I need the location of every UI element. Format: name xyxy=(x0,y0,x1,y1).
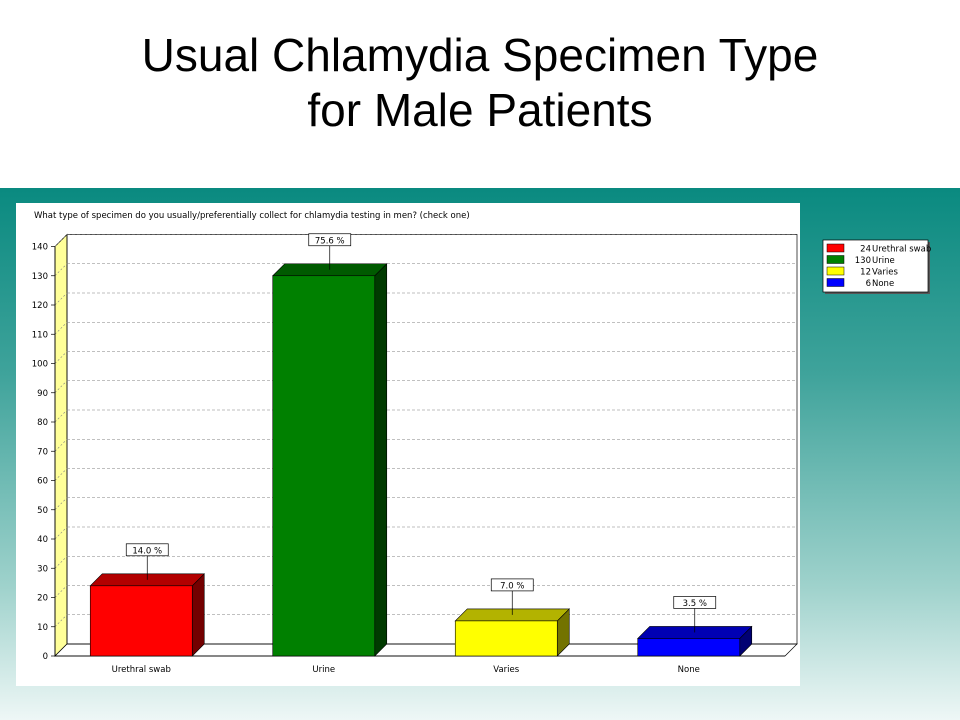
legend-count: 12 xyxy=(860,268,871,278)
plot-area: 0 10 20 30 40 50 60 70 80 90 100 110 120 130 140 14.0 %… xyxy=(32,233,798,675)
legend-swatch xyxy=(826,266,845,276)
gridline-wall xyxy=(54,380,68,393)
bar-none xyxy=(637,625,753,657)
y-tick-label: 100 xyxy=(32,360,48,370)
legend-swatch xyxy=(826,243,845,253)
y-tick-label: 0 xyxy=(43,652,48,662)
y-tick-label: 40 xyxy=(37,535,48,545)
percent-box xyxy=(125,543,169,557)
gridline-wall xyxy=(54,292,68,306)
gridline-wall xyxy=(54,585,68,598)
y-tick-label: 130 xyxy=(32,272,48,282)
slide-title: Usual Chlamydia Specimen Type for Male P… xyxy=(0,28,960,138)
bar-front xyxy=(637,638,741,657)
gridline-wall xyxy=(54,409,68,423)
y-tick-label: 20 xyxy=(37,594,48,604)
legend-label: Urine xyxy=(872,256,895,266)
y-tick-label: 120 xyxy=(32,301,48,311)
bar-side xyxy=(374,263,388,657)
gridline-wall xyxy=(54,439,68,452)
gridline-wall xyxy=(54,468,68,481)
legend-swatch xyxy=(826,255,845,264)
gridline-wall xyxy=(54,526,68,540)
percent-label: 75.6 % xyxy=(315,236,345,246)
gridline-wall xyxy=(54,614,68,627)
y-tick-label: 80 xyxy=(37,418,48,428)
legend-count: 130 xyxy=(855,256,871,266)
gridline-wall xyxy=(54,322,68,335)
bar-varies xyxy=(454,608,570,657)
legend-label: Varies xyxy=(872,268,898,278)
y-tick-label: 30 xyxy=(37,564,48,574)
x-tick-label: None xyxy=(678,665,700,675)
x-tick-label: Varies xyxy=(493,665,519,675)
x-tick-label: Urine xyxy=(312,665,335,675)
y-tick-label: 110 xyxy=(32,330,48,340)
gridline-wall xyxy=(54,556,68,569)
legend-label: Urethral swab xyxy=(872,245,931,255)
legend-label: None xyxy=(872,279,894,289)
bar-side xyxy=(191,573,205,657)
gridline-wall xyxy=(54,351,68,364)
percent-box xyxy=(308,233,352,247)
slide-title-line-1: Usual Chlamydia Specimen Type xyxy=(141,29,819,81)
y-tick-label: 90 xyxy=(37,389,48,399)
x-tick-label: Urethral swab xyxy=(112,665,171,675)
percent-label: 3.5 % xyxy=(683,599,707,609)
bar-urine xyxy=(272,263,388,657)
legend-count: 6 xyxy=(866,279,871,289)
bar-urethral-swab xyxy=(89,573,205,657)
y-tick-label: 50 xyxy=(37,506,48,516)
percent-box xyxy=(673,596,717,609)
gridline-wall xyxy=(54,263,68,276)
y-tick-label: 140 xyxy=(32,243,48,253)
percent-label: 7.0 % xyxy=(500,581,524,591)
bar-front xyxy=(454,620,558,657)
gridline-wall xyxy=(54,497,68,510)
y-tick-label: 70 xyxy=(37,447,48,457)
gridline-wall xyxy=(54,234,68,247)
y-tick-label: 10 xyxy=(37,623,48,633)
slide-title-line-2: for Male Patients xyxy=(307,84,653,136)
legend-swatch xyxy=(826,278,845,287)
chart-title: What type of specimen do you usually/pre… xyxy=(34,211,470,221)
bar-front xyxy=(89,585,193,657)
legend-count: 24 xyxy=(860,245,871,255)
bar-front xyxy=(272,275,376,657)
y-tick-label: 60 xyxy=(37,477,48,487)
percent-label: 14.0 % xyxy=(132,546,162,556)
percent-box xyxy=(490,578,534,592)
